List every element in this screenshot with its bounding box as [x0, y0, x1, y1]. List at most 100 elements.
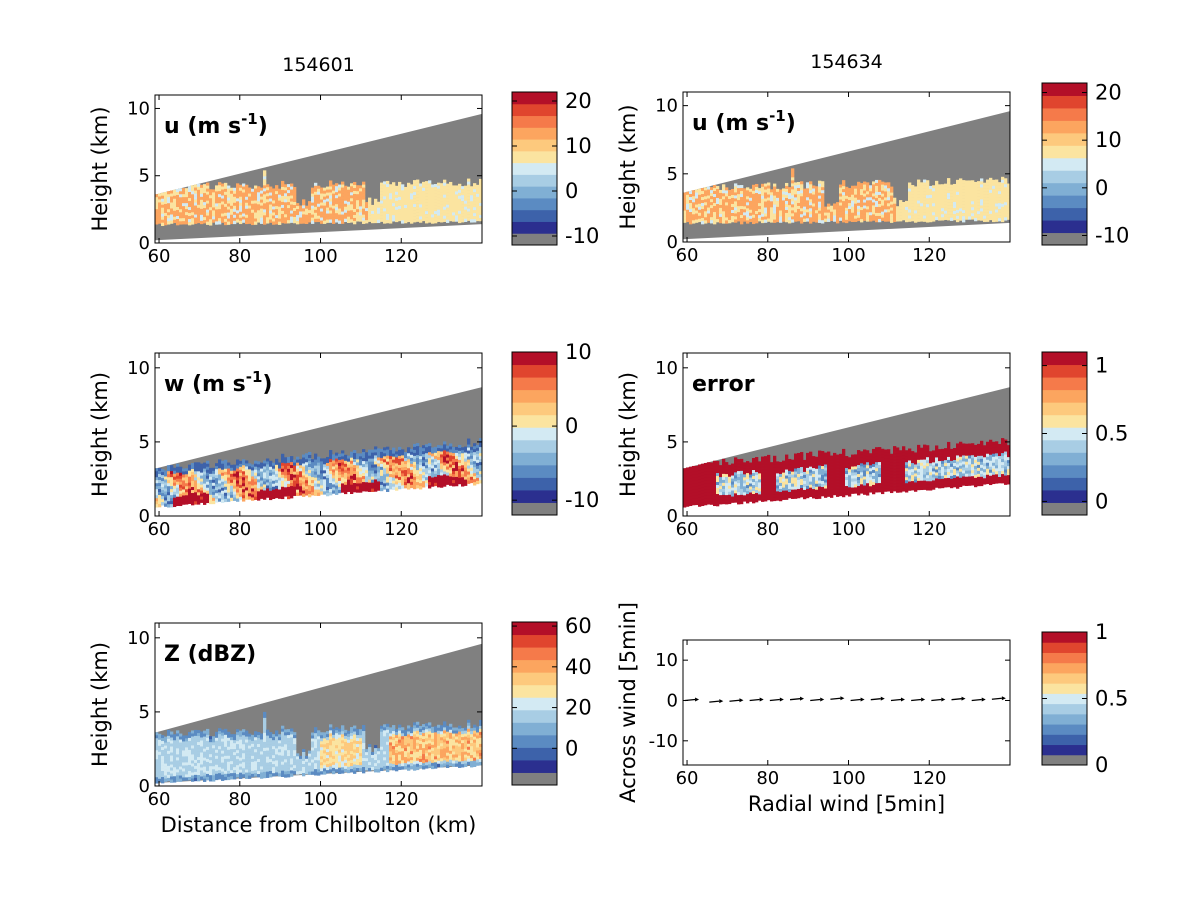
y-tick-label: 10 — [655, 650, 678, 671]
panel-title: 154601 — [282, 54, 355, 76]
colorbar: -10 0 10 — [511, 340, 599, 516]
x-tick-label: 100 — [831, 768, 865, 789]
colorbar-tick-label: 0 — [1095, 753, 1108, 777]
colorbar-tick-label: 10 — [565, 134, 592, 158]
colorbar-tick-label: 0.5 — [1095, 687, 1128, 711]
axes-box — [154, 352, 483, 517]
colorbar-tick-label: 0 — [565, 414, 578, 438]
x-tick-label: 80 — [756, 245, 779, 266]
y-tick-label: 0 — [139, 506, 150, 527]
x-tick-label: 100 — [303, 246, 337, 267]
panel-annotation: error — [692, 372, 755, 397]
colorbar: -10 0 10 20 — [511, 89, 599, 248]
echo-field — [683, 438, 1010, 508]
echo-field — [155, 438, 482, 508]
y-tick-label: 10 — [655, 96, 678, 117]
y-tick-label: 10 — [127, 98, 150, 119]
y-tick-label: 5 — [667, 164, 678, 185]
y-axis-label: Height (km) — [616, 104, 640, 229]
colorbar-tick-label: 20 — [565, 696, 592, 720]
x-tick-label: 60 — [676, 245, 699, 266]
colorbar-tick-label: 60 — [565, 614, 592, 638]
panel-annotation: u (m s-1) — [692, 107, 796, 136]
wind-vector — [991, 696, 1006, 701]
colorbar-tick-label: 20 — [1095, 81, 1122, 105]
x-axis-label: Distance from Chilbolton (km) — [161, 813, 477, 837]
wind-vector — [951, 696, 966, 701]
colorbar-tick-label: 10 — [565, 340, 592, 364]
echo-field — [155, 170, 482, 227]
colorbar: -10 0 10 20 — [1041, 81, 1129, 247]
y-tick-label: 10 — [127, 358, 150, 379]
x-tick-label: 120 — [384, 789, 418, 810]
y-tick-label: 0 — [667, 690, 678, 711]
axes-box — [682, 352, 1011, 517]
y-tick-label: 5 — [139, 166, 150, 187]
plot-area — [683, 640, 1010, 765]
y-tick-label: 5 — [139, 702, 150, 723]
panel-3: 60 80 100 120 0 5 10 Height (km) w (m s-1) -10 0 10 — [88, 340, 599, 540]
plot-content — [685, 696, 1006, 704]
colorbar-tick-label: 20 — [565, 89, 592, 113]
wind-vector — [830, 696, 845, 701]
x-tick-label: 100 — [303, 519, 337, 540]
wind-vector — [810, 697, 825, 702]
colorbar-tick-label: 0 — [1095, 489, 1108, 513]
x-tick-label: 120 — [912, 768, 946, 789]
wind-vector — [971, 697, 986, 702]
plot-content — [683, 111, 1010, 240]
colorbar-tick-label: 1 — [1095, 620, 1108, 644]
y-tick-label: 0 — [667, 506, 678, 527]
axes-box — [682, 91, 1011, 243]
colorbar-tick-label: 0 — [565, 736, 578, 760]
x-tick-label: 80 — [756, 519, 779, 540]
axes-box — [682, 639, 1011, 766]
y-axis-label: Height (km) — [88, 642, 112, 767]
wind-vector — [870, 696, 885, 701]
colorbar-tick-label: -10 — [565, 224, 599, 248]
y-tick-label: -10 — [649, 731, 678, 752]
y-tick-label: 10 — [655, 358, 678, 379]
x-tick-label: 60 — [676, 519, 699, 540]
x-tick-label: 60 — [148, 246, 171, 267]
wind-vectors — [685, 696, 1006, 704]
x-tick-label: 120 — [384, 519, 418, 540]
x-tick-label: 60 — [148, 789, 171, 810]
x-tick-label: 80 — [228, 789, 251, 810]
plot-content — [155, 643, 482, 784]
axes-box — [154, 94, 483, 244]
x-tick-label: 80 — [228, 246, 251, 267]
colorbar-tick-label: -10 — [565, 488, 599, 512]
colorbar-tick-label: 0.5 — [1095, 422, 1128, 446]
colorbar: 00.51 — [1041, 620, 1128, 777]
y-axis-label: Across wind [5min] — [616, 602, 640, 803]
x-axis-label: Radial wind [5min] — [748, 792, 945, 816]
y-axis-label: Height (km) — [88, 106, 112, 231]
y-axis-label: Height (km) — [88, 372, 112, 497]
y-axis-label: Height (km) — [616, 372, 640, 497]
plot-content — [155, 113, 482, 241]
colorbar-tick-label: 1 — [1095, 354, 1108, 378]
panel-annotation: w (m s-1) — [164, 368, 272, 397]
wind-vector — [850, 697, 865, 702]
y-tick-label: 0 — [139, 233, 150, 254]
panel-5: 60 80 100 120 0 5 10 Height (km) Distance from C… — [88, 614, 592, 837]
colorbar-tick-label: 0 — [565, 179, 578, 203]
wind-vector — [729, 698, 744, 703]
colorbar-tick-label: 10 — [1095, 128, 1122, 152]
x-tick-label: 120 — [912, 519, 946, 540]
panel-annotation: Z (dBZ) — [164, 642, 256, 667]
y-tick-label: 0 — [139, 776, 150, 797]
wind-vector — [931, 697, 946, 702]
colorbar: 00.51 — [1041, 351, 1128, 516]
y-tick-label: 0 — [667, 232, 678, 253]
wind-vector — [749, 697, 764, 702]
x-tick-label: 60 — [148, 519, 171, 540]
wind-vector — [709, 699, 724, 704]
plot-content — [683, 387, 1010, 508]
x-tick-label: 100 — [831, 519, 865, 540]
